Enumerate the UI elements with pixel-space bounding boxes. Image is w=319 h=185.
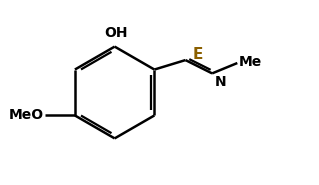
Text: N: N (214, 75, 226, 89)
Text: Me: Me (239, 55, 262, 69)
Text: OH: OH (104, 26, 128, 40)
Text: MeO: MeO (9, 108, 44, 122)
Text: E: E (192, 47, 203, 62)
